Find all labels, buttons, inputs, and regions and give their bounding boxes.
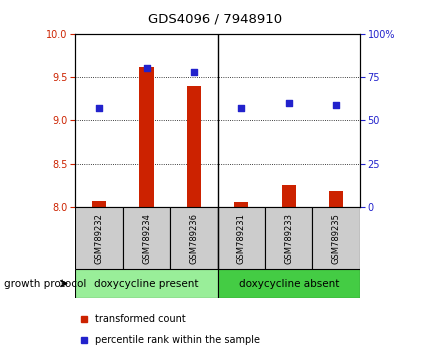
Text: GSM789235: GSM789235 — [331, 213, 340, 263]
Bar — [170, 207, 217, 269]
Bar — [264, 207, 312, 269]
Point — [285, 100, 292, 106]
Point — [143, 65, 150, 71]
Bar — [123, 207, 170, 269]
Bar — [75, 207, 123, 269]
Point — [332, 102, 339, 108]
Text: transformed count: transformed count — [95, 314, 186, 324]
Point — [95, 105, 102, 111]
Text: GSM789233: GSM789233 — [284, 212, 292, 264]
Point — [190, 69, 197, 75]
Bar — [217, 269, 359, 298]
Bar — [217, 207, 264, 269]
Text: GSM789231: GSM789231 — [237, 213, 245, 263]
Text: percentile rank within the sample: percentile rank within the sample — [95, 335, 260, 345]
Text: doxycycline absent: doxycycline absent — [238, 279, 338, 289]
Text: doxycycline present: doxycycline present — [94, 279, 198, 289]
Bar — [233, 202, 248, 207]
Text: GDS4096 / 7948910: GDS4096 / 7948910 — [148, 12, 282, 25]
Bar — [281, 185, 295, 207]
Bar — [186, 86, 200, 207]
Bar — [312, 207, 359, 269]
Text: growth protocol: growth protocol — [4, 279, 86, 289]
Bar — [139, 68, 153, 207]
Point — [237, 105, 244, 111]
Bar — [75, 269, 217, 298]
Bar — [328, 192, 342, 207]
Text: GSM789234: GSM789234 — [142, 213, 150, 263]
Bar — [92, 201, 106, 207]
Text: GSM789236: GSM789236 — [189, 212, 198, 264]
Text: GSM789232: GSM789232 — [95, 213, 103, 263]
